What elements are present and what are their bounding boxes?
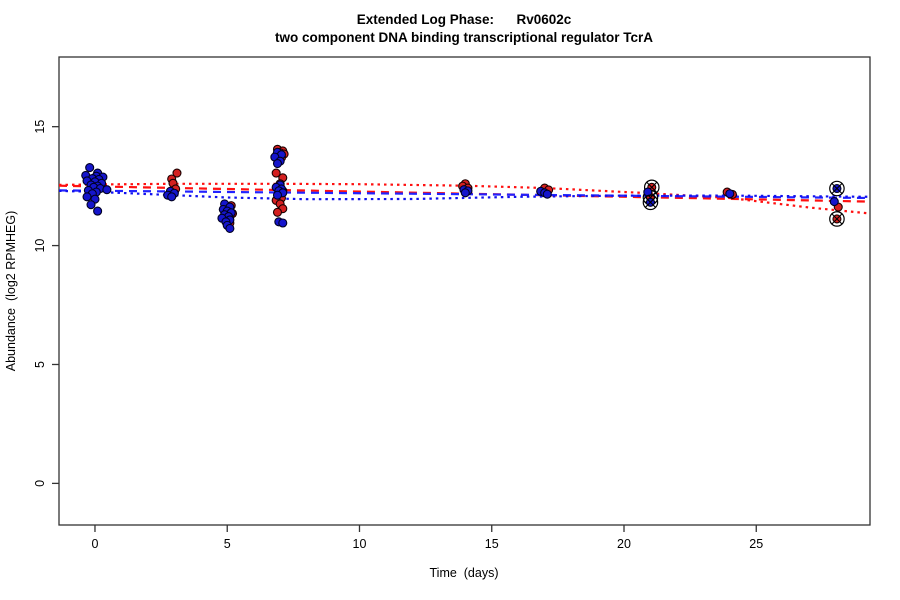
data-point-condition-red xyxy=(172,168,182,178)
data-point-condition-blue xyxy=(542,189,552,199)
y-tick-label: 5 xyxy=(33,361,47,368)
data-points xyxy=(81,144,845,234)
data-point-condition-blue xyxy=(278,218,288,228)
data-point-condition-blue xyxy=(82,192,92,202)
plot-area-border xyxy=(58,56,871,526)
data-point-condition-red xyxy=(271,168,281,178)
x-tick-label: 5 xyxy=(224,537,231,551)
data-point-condition-blue xyxy=(86,200,96,210)
flagged-point-x xyxy=(644,196,657,209)
data-point-condition-blue xyxy=(725,189,735,199)
x-tick-label: 25 xyxy=(749,537,763,551)
data-point-condition-blue xyxy=(829,197,839,207)
data-point-condition-blue xyxy=(460,188,470,198)
flagged-point-x xyxy=(831,182,843,195)
data-point-condition-blue xyxy=(93,206,103,216)
y-axis-label: Abundance (log2 RPMHEG) xyxy=(4,211,18,372)
data-point-condition-red xyxy=(272,207,283,217)
y-tick-label: 15 xyxy=(33,120,47,134)
data-point-condition-blue xyxy=(272,158,283,169)
data-point-condition-blue xyxy=(272,190,283,200)
plot-title: Extended Log Phase: Rv0602c xyxy=(357,12,572,27)
y-tick-label: 10 xyxy=(33,239,47,253)
x-tick-label: 10 xyxy=(353,537,367,551)
x-axis-label: Time (days) xyxy=(430,566,499,580)
flagged-point-ring xyxy=(829,211,845,227)
data-point-condition-blue xyxy=(102,185,112,195)
blue-smooth-fit-line xyxy=(58,189,871,201)
flagged-point-x xyxy=(831,213,843,225)
x-tick-label: 0 xyxy=(91,537,98,551)
data-point-condition-blue xyxy=(167,192,177,202)
data-point-condition-blue xyxy=(85,163,95,173)
axis-ticks: 0 5 10 15 20 25 0 5 10 15 xyxy=(33,120,763,551)
x-tick-label: 20 xyxy=(617,537,631,551)
flagged-point-ring xyxy=(642,194,659,211)
flagged-point-ring xyxy=(829,180,845,197)
x-tick-label: 15 xyxy=(485,537,499,551)
red-smooth-fit-line xyxy=(58,182,871,215)
plot-subtitle: two component DNA binding transcriptiona… xyxy=(275,30,653,45)
data-point-condition-blue xyxy=(225,223,235,234)
y-tick-label: 0 xyxy=(33,480,47,487)
red-linear-fit-line xyxy=(58,184,871,203)
